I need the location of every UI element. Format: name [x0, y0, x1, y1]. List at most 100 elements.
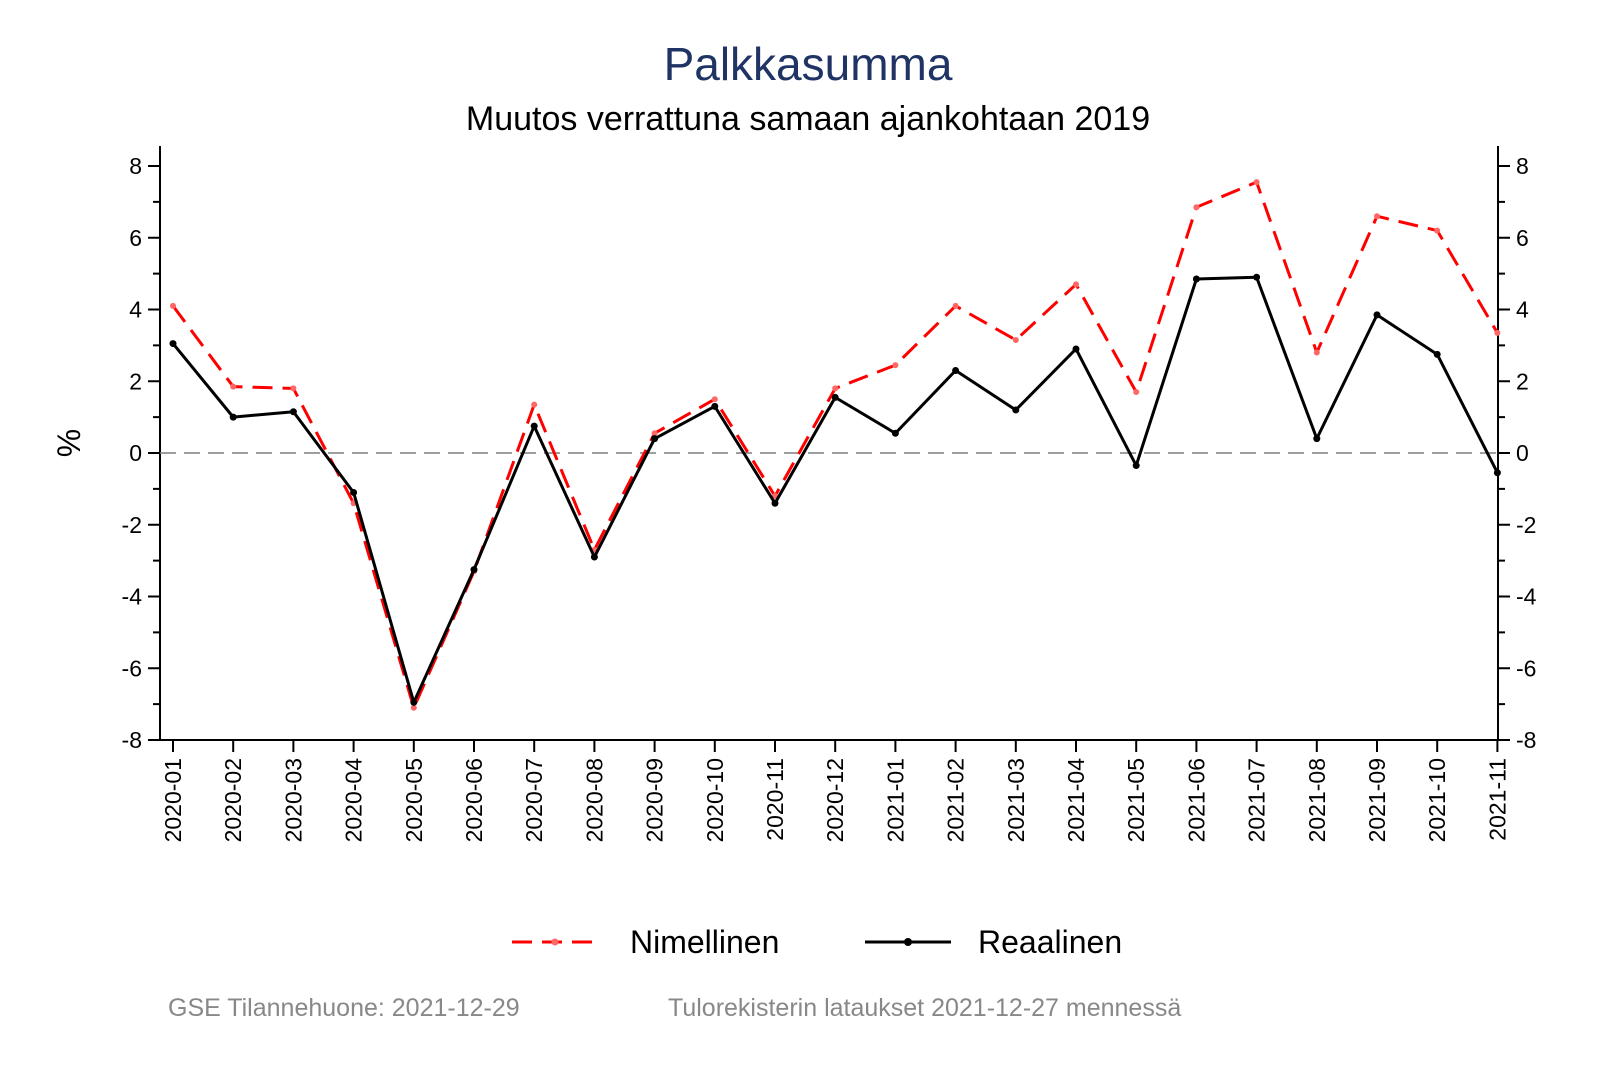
- data-point-reaalinen: [771, 499, 779, 507]
- data-point-nimellinen: [290, 385, 297, 392]
- data-point-reaalinen: [470, 566, 478, 574]
- x-tick-label: 2020-01: [160, 758, 186, 842]
- x-tick-label: 2021-10: [1424, 758, 1450, 842]
- data-point-reaalinen: [651, 435, 659, 443]
- x-tick-label: 2021-06: [1183, 758, 1209, 842]
- data-point-reaalinen: [350, 488, 358, 496]
- y-tick-label-right: 4: [1516, 297, 1529, 323]
- legend-label-nimellinen: Nimellinen: [630, 924, 779, 960]
- data-point-reaalinen: [289, 408, 297, 416]
- data-point-nimellinen: [892, 362, 899, 369]
- data-point-nimellinen: [651, 430, 658, 437]
- data-point-nimellinen: [1313, 349, 1320, 356]
- data-point-reaalinen: [410, 698, 418, 706]
- data-point-reaalinen: [831, 393, 839, 401]
- data-point-nimellinen: [1133, 389, 1140, 396]
- y-tick-label-left: -2: [122, 512, 142, 538]
- y-tick-label-right: 6: [1516, 225, 1529, 251]
- data-point-nimellinen: [1073, 281, 1079, 288]
- data-point-reaalinen: [590, 553, 598, 561]
- data-point-reaalinen: [1253, 273, 1261, 281]
- data-point-nimellinen: [711, 396, 718, 403]
- x-tick-label: 2020-10: [702, 758, 728, 842]
- x-tick-label: 2020-02: [220, 758, 246, 842]
- y-tick-label-left: -4: [122, 584, 143, 610]
- data-point-nimellinen: [1012, 336, 1019, 343]
- series-line-nimellinen: [171, 180, 1499, 710]
- y-tick-label-left: -8: [122, 727, 142, 753]
- x-tick-label: 2020-03: [280, 758, 306, 842]
- x-tick-label: 2020-05: [401, 758, 427, 842]
- footer-note: Tulorekisterin lataukset 2021-12-27 menn…: [668, 994, 1181, 1022]
- y-tick-label-left: 2: [129, 368, 142, 394]
- series-group: [169, 179, 1501, 711]
- data-point-nimellinen: [531, 401, 538, 408]
- y-tick-label-left: 6: [129, 225, 142, 251]
- x-tick-label: 2020-07: [521, 758, 547, 842]
- x-tick-label: 2021-04: [1063, 758, 1089, 843]
- y-tick-label-left: 0: [129, 440, 142, 466]
- x-tick-label: 2020-06: [461, 758, 487, 842]
- y-tick-label-right: 2: [1516, 368, 1529, 394]
- y-tick-label-right: -2: [1516, 512, 1536, 538]
- legend: Nimellinen Reaalinen: [512, 924, 1122, 960]
- x-tick-label: 2021-11: [1484, 758, 1510, 841]
- data-point-reaalinen: [530, 422, 538, 430]
- series-line-reaalinen: [171, 275, 1499, 704]
- x-tick-label: 2020-09: [642, 758, 668, 842]
- x-tick-label: 2021-08: [1304, 758, 1330, 842]
- data-point-reaalinen: [229, 413, 237, 421]
- x-tick-label: 2021-09: [1364, 758, 1390, 842]
- data-point-nimellinen: [772, 493, 778, 500]
- x-tick-label: 2021-01: [882, 758, 908, 842]
- data-point-nimellinen: [1193, 204, 1200, 211]
- y-tick-label-right: -6: [1516, 655, 1536, 681]
- y-tick-label-right: 0: [1516, 440, 1529, 466]
- y-tick-label-left: 4: [129, 297, 142, 323]
- footer-source: GSE Tilannehuone: 2021-12-29: [168, 994, 520, 1022]
- x-tick-label: 2020-12: [822, 758, 848, 842]
- x-axis-labels: 2020-01 2020-02 2020-03 2020-04 2020-05 2020-…: [160, 758, 1510, 843]
- legend-marker-nimellinen: [551, 938, 559, 946]
- y-tick-label-left: -6: [122, 655, 142, 681]
- y-tick-label-right: 8: [1516, 153, 1529, 179]
- data-point-nimellinen: [1434, 227, 1441, 234]
- x-tick-label: 2021-02: [943, 758, 969, 842]
- data-point-nimellinen: [952, 302, 959, 309]
- y-tick-label-right: -8: [1516, 727, 1536, 753]
- x-tick-label: 2021-07: [1244, 758, 1270, 842]
- chart-subtitle: Muutos verrattuna samaan ajankohtaan 201…: [466, 100, 1150, 138]
- x-tick-label: 2020-11: [762, 758, 788, 841]
- data-point-reaalinen: [1433, 350, 1441, 358]
- x-tick-label: 2021-03: [1003, 758, 1029, 842]
- y-tick-label-right: -4: [1516, 584, 1537, 610]
- data-point-reaalinen: [1313, 435, 1321, 443]
- data-point-reaalinen: [1192, 275, 1200, 283]
- legend-item-nimellinen: Nimellinen: [512, 924, 779, 960]
- legend-item-reaalinen: Reaalinen: [865, 924, 1122, 960]
- chart-title: Palkkasumma: [664, 38, 953, 90]
- data-point-reaalinen: [1072, 345, 1080, 353]
- data-point-reaalinen: [1132, 462, 1140, 470]
- x-tick-label: 2020-08: [581, 758, 607, 842]
- data-point-nimellinen: [1253, 179, 1260, 186]
- data-point-nimellinen: [832, 385, 839, 392]
- y-tick-label-left: 8: [129, 153, 142, 179]
- data-point-reaalinen: [952, 366, 960, 374]
- data-point-reaalinen: [891, 429, 899, 437]
- y-axis-label: %: [51, 429, 87, 457]
- data-point-nimellinen: [1374, 213, 1380, 220]
- data-point-nimellinen: [230, 383, 237, 390]
- data-point-reaalinen: [1373, 311, 1381, 319]
- x-tick-label: 2020-04: [341, 758, 367, 843]
- data-point-reaalinen: [1493, 469, 1501, 477]
- data-point-reaalinen: [711, 402, 719, 410]
- data-point-nimellinen: [170, 302, 176, 309]
- data-point-reaalinen: [169, 340, 177, 348]
- x-tick-label: 2021-05: [1123, 758, 1149, 842]
- legend-marker-reaalinen: [904, 938, 912, 946]
- data-point-nimellinen: [1494, 329, 1501, 336]
- data-point-nimellinen: [410, 704, 417, 711]
- axes: 8 8 6 6 4 4 2 2 0 0 -2 -2 -4 -4 -6 -6 -8 -8: [122, 146, 1537, 753]
